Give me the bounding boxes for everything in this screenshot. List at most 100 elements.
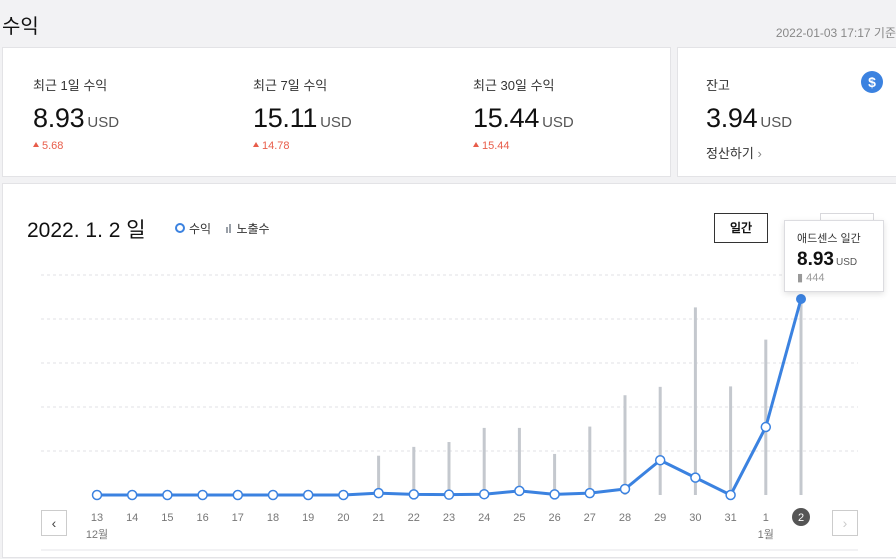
chart-tooltip: 애드센스 일간 8.93 USD ▮ 444 bbox=[784, 220, 884, 292]
revenue-point bbox=[126, 489, 138, 501]
up-arrow-icon bbox=[33, 142, 39, 147]
balance-label: 잔고 bbox=[706, 78, 730, 93]
legend-revenue: 수익 bbox=[189, 222, 212, 236]
stat-label: 최근 1일 수익 bbox=[33, 78, 108, 93]
impression-bar bbox=[764, 339, 768, 495]
x-tick-label: 15 bbox=[161, 512, 173, 524]
month-label: 12월 bbox=[86, 528, 108, 541]
revenue-point bbox=[338, 489, 349, 501]
stat-delta: 14.78 bbox=[262, 140, 290, 152]
x-tick-label: 18 bbox=[267, 512, 279, 524]
x-tick-label: 25 bbox=[513, 512, 525, 524]
stat-unit: USD bbox=[320, 114, 352, 131]
x-tick-label: 27 bbox=[584, 512, 596, 524]
revenue-point bbox=[443, 489, 455, 500]
tooltip-value: 8.93 bbox=[797, 249, 834, 270]
chevron-right-icon: › bbox=[842, 515, 848, 531]
revenue-point bbox=[267, 489, 279, 501]
impression-bar bbox=[482, 427, 486, 495]
revenue-point bbox=[584, 487, 596, 499]
tooltip-unit: USD bbox=[835, 257, 858, 268]
stat-value: 15.44 bbox=[473, 103, 540, 133]
impression-bar bbox=[658, 386, 662, 495]
up-arrow-icon bbox=[253, 142, 259, 147]
revenue-point-selected bbox=[796, 294, 806, 304]
impression-bar bbox=[447, 442, 451, 495]
x-tick-label: 17 bbox=[232, 512, 244, 524]
impression-bar bbox=[588, 426, 592, 495]
chart-date-label: 2022. 1. 2 일 bbox=[27, 219, 146, 242]
x-tick-label: 2 bbox=[798, 512, 804, 524]
stat-unit: USD bbox=[542, 114, 574, 131]
revenue-legend-icon bbox=[175, 223, 185, 233]
revenue-point bbox=[232, 489, 244, 501]
revenue-point bbox=[408, 489, 420, 500]
as-of-timestamp: 2022-01-03 17:17 기준 bbox=[775, 26, 896, 40]
x-tick-label: 14 bbox=[126, 512, 138, 524]
tooltip-impressions: 444 bbox=[806, 272, 825, 284]
stat-1day: 최근 1일 수익 8.93 USD 5.68 bbox=[33, 75, 119, 152]
x-tick-label: 28 bbox=[619, 512, 631, 524]
settle-label: 정산하기 bbox=[706, 146, 754, 161]
x-tick-label: 21 bbox=[372, 512, 384, 524]
impression-bar bbox=[693, 307, 697, 495]
stat-30day: 최근 30일 수익 15.44 USD 15.44 bbox=[473, 75, 574, 152]
impression-bar bbox=[553, 453, 557, 495]
impression-bar bbox=[412, 446, 416, 495]
stat-delta: 5.68 bbox=[42, 140, 64, 152]
x-tick-label: 29 bbox=[654, 512, 666, 524]
bar-chart-icon: ▮ bbox=[797, 272, 804, 284]
revenue-point bbox=[302, 489, 314, 501]
prev-page-button[interactable]: ‹ bbox=[41, 510, 67, 536]
revenue-point bbox=[654, 454, 666, 466]
revenue-point bbox=[162, 489, 173, 501]
x-tick-label: 26 bbox=[548, 512, 560, 524]
dollar-icon: $ bbox=[861, 71, 883, 93]
x-tick-label: 30 bbox=[689, 512, 701, 524]
stat-value: 15.11 bbox=[253, 103, 318, 133]
page-title: 수익 bbox=[2, 16, 39, 38]
x-tick-label: 1 bbox=[763, 512, 769, 524]
chevron-right-icon: › bbox=[757, 146, 762, 161]
x-tick-label: 16 bbox=[196, 512, 208, 524]
balance-value: 3.94 bbox=[706, 103, 758, 133]
revenue-summary-card: 최근 1일 수익 8.93 USD 5.68 최근 7일 수익 15.11 USD … bbox=[2, 47, 671, 177]
revenue-point bbox=[760, 421, 772, 433]
revenue-point bbox=[91, 489, 103, 501]
impression-bar bbox=[377, 455, 381, 495]
stat-value: 8.93 bbox=[33, 103, 85, 133]
stat-7day: 최근 7일 수익 15.11 USD 14.78 bbox=[253, 75, 352, 152]
balance-unit: USD bbox=[760, 114, 793, 131]
revenue-point bbox=[549, 489, 560, 500]
revenue-point bbox=[619, 483, 631, 495]
legend-impressions: 노출수 bbox=[236, 222, 270, 236]
impression-bar bbox=[729, 386, 733, 495]
stat-label: 최근 30일 수익 bbox=[473, 78, 555, 93]
settle-link[interactable]: 정산하기 › bbox=[706, 143, 792, 162]
revenue-point bbox=[197, 489, 208, 501]
balance-card: 잔고 3.94 USD 정산하기 › $ bbox=[677, 47, 896, 177]
stat-unit: USD bbox=[87, 114, 120, 131]
revenue-point bbox=[725, 489, 736, 501]
tooltip-title: 애드센스 일간 bbox=[797, 233, 861, 245]
x-tick-label: 31 bbox=[724, 512, 736, 524]
tab-daily[interactable]: 일간 bbox=[714, 213, 768, 243]
stat-label: 최근 7일 수익 bbox=[253, 78, 328, 93]
revenue-point bbox=[690, 472, 701, 483]
chart-legend: 수익 노출수 bbox=[175, 220, 270, 237]
selected-day-marker bbox=[792, 508, 810, 526]
stat-delta: 15.44 bbox=[482, 140, 510, 152]
impressions-legend-icon bbox=[226, 222, 232, 236]
impression-bar bbox=[799, 299, 803, 495]
chart-card: 2022. 1. 2 일 수익 노출수 일간 13 12월 14 15 16 17 18 19… bbox=[2, 183, 896, 558]
impression-bar bbox=[623, 395, 627, 495]
x-tick-label: 13 bbox=[91, 512, 103, 524]
revenue-point bbox=[478, 488, 490, 500]
next-page-button[interactable]: › bbox=[832, 510, 858, 536]
up-arrow-icon bbox=[473, 142, 479, 147]
x-tick-label: 23 bbox=[443, 512, 455, 524]
month-label: 1월 bbox=[758, 528, 774, 541]
x-tick-label: 24 bbox=[478, 512, 490, 524]
chevron-left-icon: ‹ bbox=[51, 515, 57, 531]
